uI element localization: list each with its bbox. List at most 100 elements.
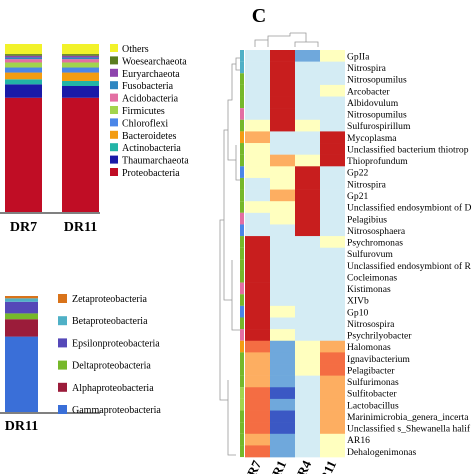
row-label-nitrosopumilus: Nitrosopumilus: [347, 110, 407, 121]
row-group-marker: [240, 387, 244, 399]
heatmap-cell-pr4-unclassified-bacterium-thiotrop: [295, 143, 320, 155]
heatmap-cell-dr7-nitrospira: [245, 177, 270, 190]
class-legend: Zetaproteobacteria Betaproteobacteria Epsi…: [58, 294, 161, 416]
phylum-bar-segment-actinobacteria: [5, 79, 42, 85]
heatmap-cell-pr4-sulfurospirillum: [295, 119, 320, 132]
heatmap-cell-pr4-thioprofundum: [295, 154, 320, 167]
heatmap-cell-dr7-xivb: [245, 294, 270, 307]
row-label-nitrospira: Nitrospira: [347, 179, 387, 190]
heatmap-cell-dr7-arcobacter: [245, 84, 270, 97]
legend-swatch-euryarchaeota: [110, 68, 118, 77]
legend-swatch-bacteroidetes: [110, 130, 118, 139]
heatmap-cell-dr7-sulfurimonas: [245, 375, 270, 388]
heatmap-cell-dr7-halomonas: [245, 340, 270, 353]
column-label-dr7: DR7: [240, 458, 264, 474]
row-group-marker: [240, 96, 244, 109]
heatmap-cell-pr1-sulfurimonas: [270, 375, 295, 388]
row-label-albidovulum: Albidovulum: [347, 98, 399, 109]
heatmap-cell-pr1-nitrosospira: [270, 317, 295, 330]
row-group-marker: [240, 317, 244, 330]
heatmap-cell-pr1-halomonas: [270, 340, 295, 353]
heatmap-cell-pr1-nitrosopumilus: [270, 73, 295, 86]
heatmap-cell-pr1-unclassified-s-shewanella-halif: [270, 422, 295, 435]
row-group-marker: [240, 166, 244, 178]
heatmap-cell-pr1-unclassified-endosymbiont-of-d: [270, 201, 295, 214]
row-group-marker: [240, 73, 244, 85]
row-group-marker: [240, 189, 244, 202]
heatmap-cell-pr4-cocleimonas: [295, 270, 320, 283]
heatmap-cell-dr11-nitrosopumilus: [320, 108, 345, 121]
phylum-bar-segment-woesearchaeota: [62, 54, 99, 56]
class-bar-segment-betaproteobacteria: [5, 298, 38, 302]
heatmap-cell-pr1-pelagibius: [270, 212, 295, 225]
row-label-gp10: Gp10: [347, 307, 369, 318]
heatmap-cell-dr7-unclassified-endosymbiont-of-r: [245, 259, 270, 272]
heatmap-cell-dr7-gp10: [245, 305, 270, 318]
row-group-marker: [240, 270, 244, 283]
heatmap-cell-dr11-sulfurimonas: [320, 375, 345, 388]
heatmap-cell-dr11-nitrososphaera: [320, 224, 345, 237]
heatmap-cell-pr1-dehalogenimonas: [270, 445, 295, 458]
heatmap-cell-dr7-marinimicrobia-genera-incerta: [245, 410, 270, 423]
heatmap-cell-dr11-pelagibacter: [320, 364, 345, 376]
heatmap-cell-pr4-xivb: [295, 294, 320, 307]
phylum-bar-segment-chloroflexi: [5, 67, 42, 73]
phylum-bar-segment-acidobacteria: [5, 59, 42, 63]
heatmap-cell-pr4-unclassified-endosymbiont-of-r: [295, 259, 320, 272]
row-label-unclassified-endosymbiont-of-d: Unclassified endosymbiont of D: [347, 203, 472, 214]
row-group-marker: [240, 236, 244, 248]
heatmap-cell-pr1-gp10: [270, 305, 295, 318]
heatmap-cell-pr1-sulfurovum: [270, 247, 295, 260]
heatmap-cell-pr1-unclassified-endosymbiont-of-r: [270, 259, 295, 272]
heatmap-cell-pr4-nitrospira: [295, 177, 320, 190]
phylum-bar-segment-bacteroidetes: [5, 72, 42, 80]
heatmap-cell-pr4-ar16: [295, 433, 320, 446]
phylum-bar-segment-firmicutes: [5, 62, 42, 68]
heatmap-cell-dr11-mycoplasma: [320, 131, 345, 144]
heatmap-cell-dr7-nitrospira: [245, 61, 270, 74]
legend-label-firmicutes: Firmicutes: [122, 106, 165, 117]
phylum-bar-segment-euryarchaeota: [62, 55, 99, 58]
phylum-bar-segment-bacteroidetes: [62, 72, 99, 81]
row-label-dehalogenimonas: Dehalogenimonas: [347, 447, 417, 458]
legend-label-deltaproteobacteria: Deltaproteobacteria: [72, 361, 151, 372]
heatmap-cell-dr11-unclassified-bacterium-thiotrop: [320, 143, 345, 155]
legend-label-chloroflexi: Chloroflexi: [122, 118, 168, 129]
row-label-xivb: XIVb: [347, 296, 369, 307]
phylum-bar-segment-firmicutes: [62, 62, 99, 68]
heatmap-cell-pr1-sulfitobacter: [270, 387, 295, 400]
heatmap-cell-pr4-nitrosospira: [295, 317, 320, 330]
row-label-ar16: AR16: [347, 435, 370, 446]
heatmap-cell-dr11-albidovulum: [320, 96, 345, 109]
legend-label-others: Others: [122, 44, 149, 55]
heatmap-cell-pr1-unclassified-bacterium-thiotrop: [270, 143, 295, 155]
heatmap-cell-dr7-kistimonas: [245, 282, 270, 295]
heatmap-cell-pr4-gp21: [295, 189, 320, 202]
legend-swatch-deltaproteobacteria: [58, 360, 67, 370]
heatmap-cell-dr11-gp22: [320, 166, 345, 179]
heatmap-cell-dr11-thioprofundum: [320, 154, 345, 167]
heatmap-cell-pr4-kistimonas: [295, 282, 320, 295]
legend-label-thaumarchaeota: Thaumarchaeota: [122, 156, 189, 167]
row-group-marker: [240, 398, 244, 411]
row-label-nitrososphaera: Nitrososphaera: [347, 226, 406, 237]
heatmap-cell-dr11-nitrosopumilus: [320, 73, 345, 86]
phylum-bar-segment-thaumarchaeota: [62, 86, 99, 98]
heatmap-cell-dr7-ignavibacterium: [245, 352, 270, 365]
legend-label-betaproteobacteria: Betaproteobacteria: [72, 316, 148, 327]
phylum-x-tick-label: DR7: [10, 220, 37, 235]
heatmap-cell-pr4-pelagibacter: [295, 364, 320, 376]
heatmap-cell-dr7-thioprofundum: [245, 154, 270, 167]
row-label-pelagibacter: Pelagibacter: [347, 365, 395, 376]
row-group-marker: [240, 224, 244, 237]
heatmap-cell-dr7-mycoplasma: [245, 131, 270, 144]
heatmap-cell-dr11-unclassified-s-shewanella-halif: [320, 422, 345, 435]
heatmap-cell-pr1-gpiia: [270, 50, 295, 62]
row-group-marker: [240, 61, 244, 74]
row-label-sulfurovum: Sulfurovum: [347, 249, 393, 260]
heatmap-cell-dr7-unclassified-bacterium-thiotrop: [245, 143, 270, 155]
row-group-marker: [240, 445, 244, 458]
heatmap-cell-dr7-albidovulum: [245, 96, 270, 109]
row-group-marker: [240, 108, 244, 120]
heatmap-cell-dr11-psychrilyobacter: [320, 329, 345, 342]
